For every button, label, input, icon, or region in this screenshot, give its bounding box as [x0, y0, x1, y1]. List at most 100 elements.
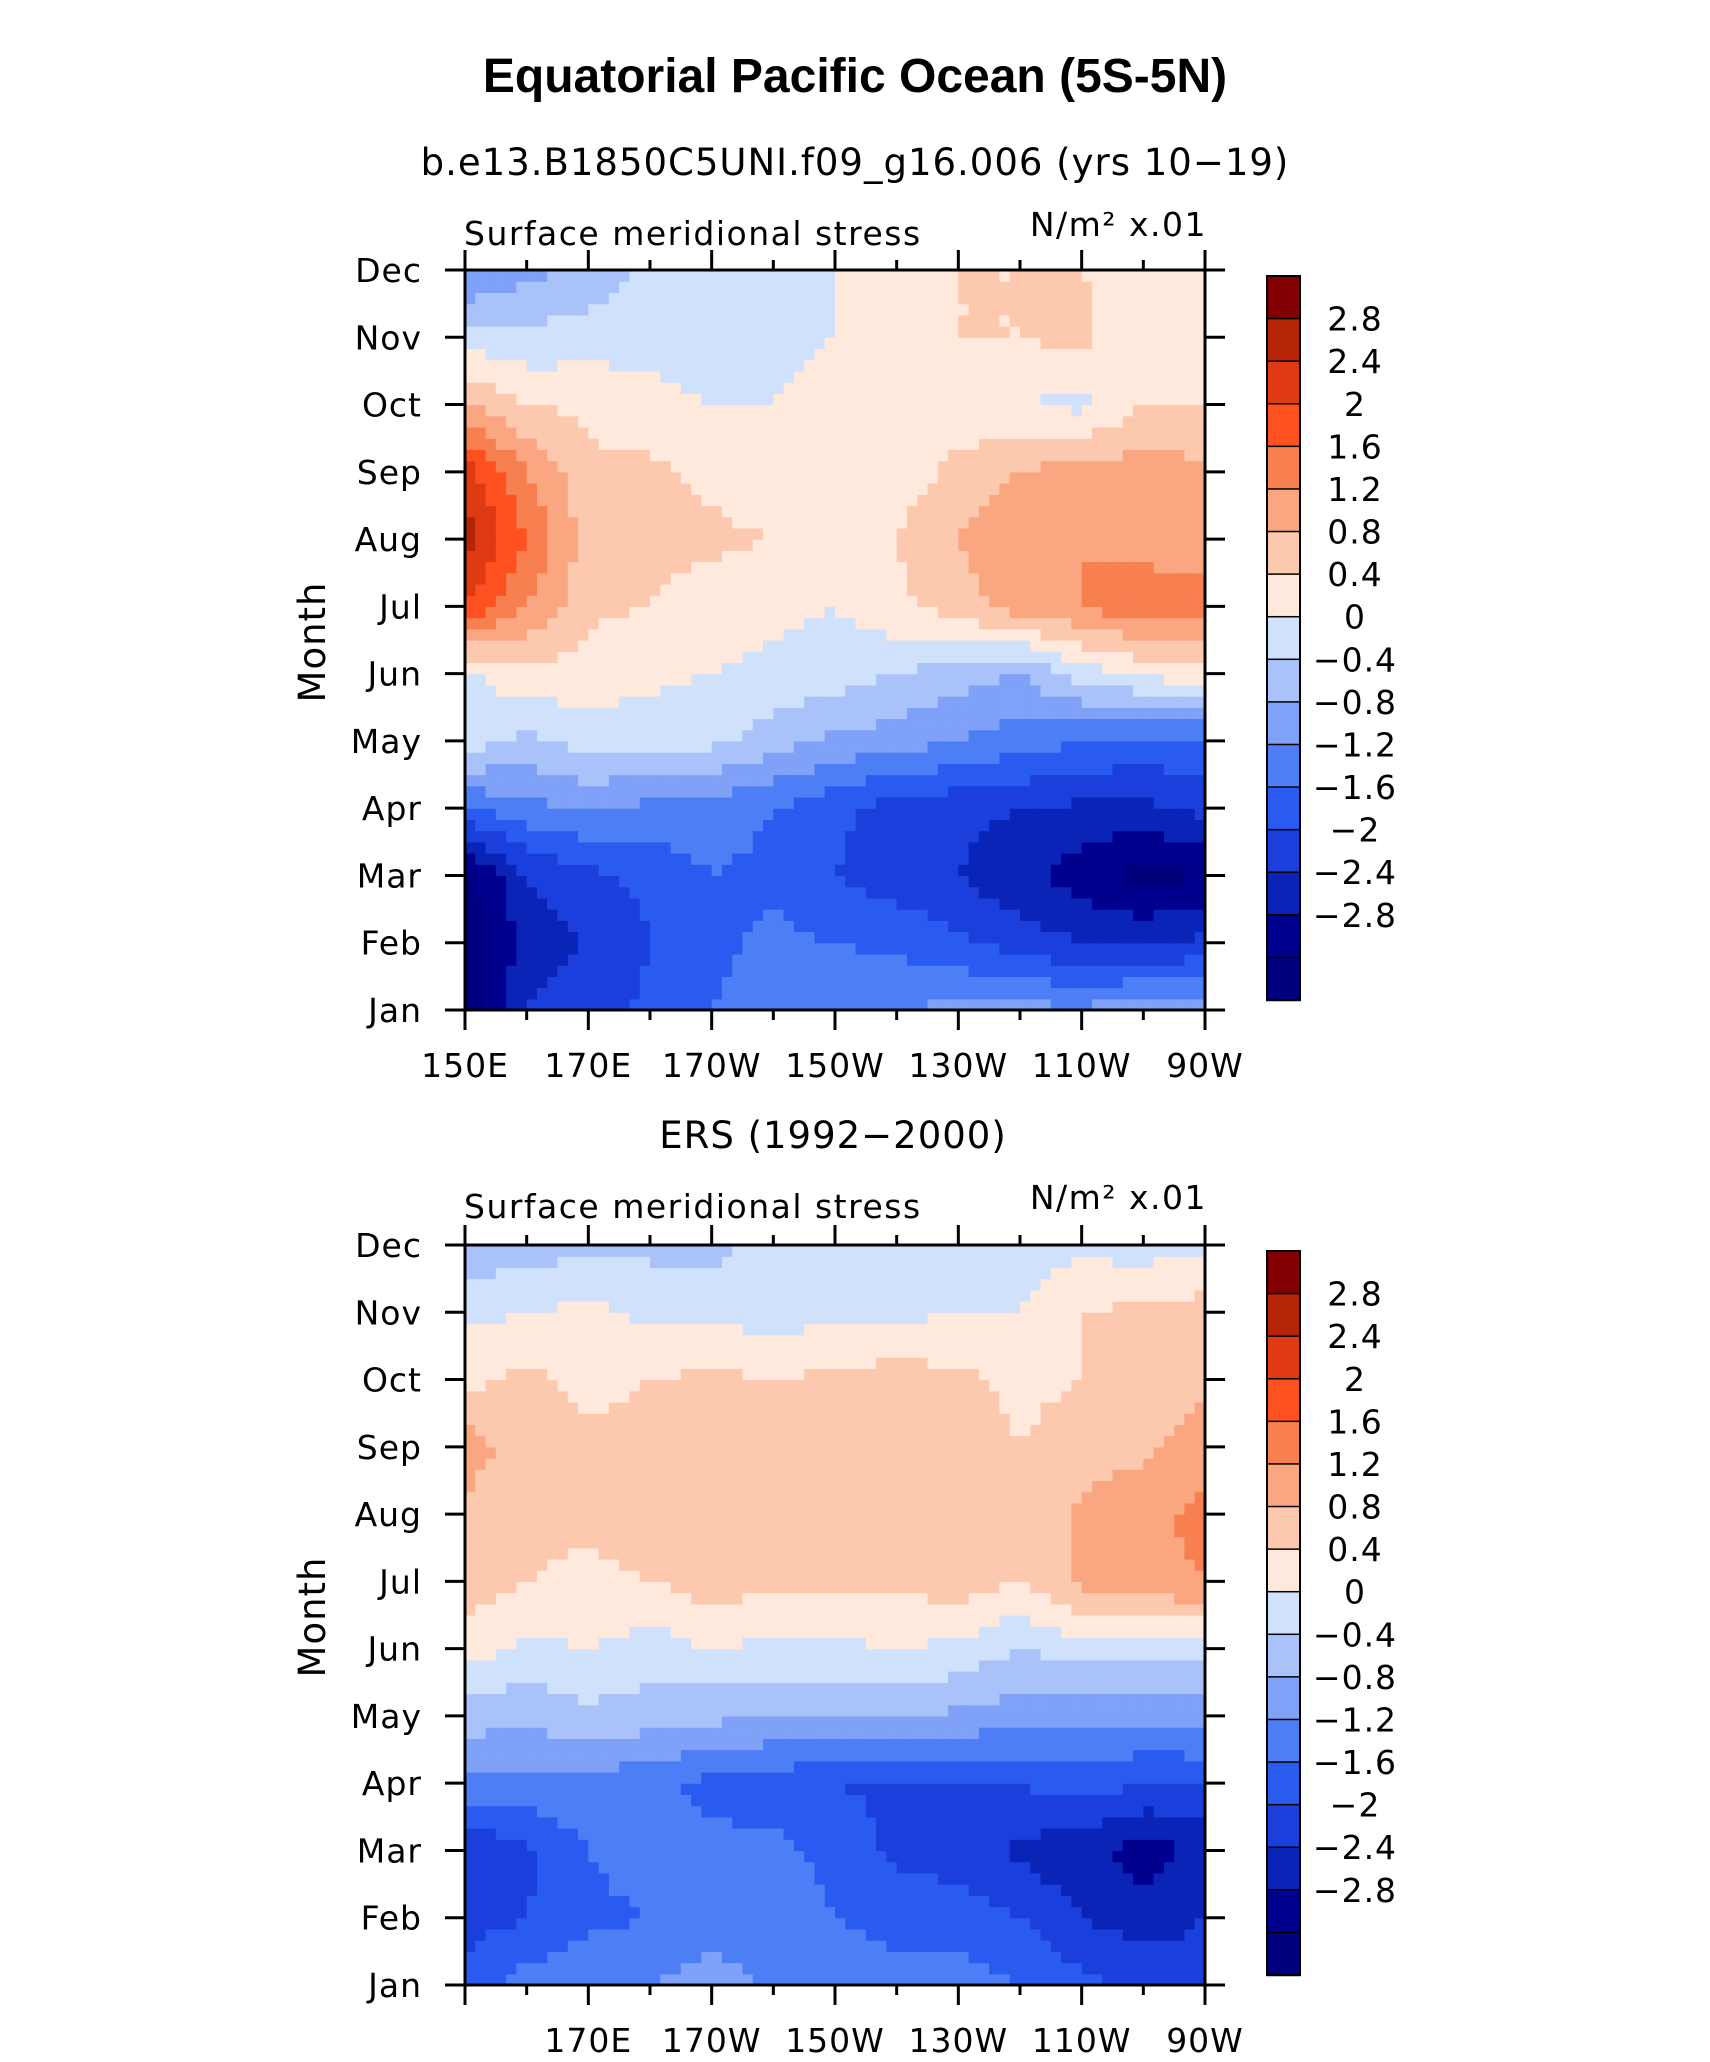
- heat-cell: [835, 718, 846, 731]
- heat-cell: [1091, 583, 1103, 596]
- heat-cell: [989, 326, 1001, 338]
- heat-cell: [1071, 651, 1083, 664]
- heat-cell: [1009, 740, 1021, 753]
- heat-cell: [516, 841, 528, 854]
- heat-cell: [495, 438, 507, 450]
- heat-cell: [557, 326, 569, 338]
- heat-cell: [629, 595, 641, 607]
- heat-cell: [1133, 292, 1144, 305]
- heat-cell: [1102, 460, 1114, 473]
- heat-cell: [1122, 953, 1134, 966]
- heat-cell: [917, 651, 929, 664]
- heat-cell: [814, 1962, 826, 1975]
- heat-cell: [1040, 314, 1052, 327]
- heat-cell: [1061, 382, 1072, 394]
- heat-cell: [660, 404, 672, 417]
- heat-cell: [588, 841, 600, 854]
- heat-cell: [557, 752, 569, 764]
- heat-cell: [588, 404, 600, 417]
- heat-cell: [608, 696, 620, 708]
- heat-cell: [588, 853, 600, 865]
- heat-cell: [619, 909, 631, 921]
- colorbar-box: [1266, 743, 1301, 789]
- heat-cell: [1030, 404, 1042, 417]
- heat-cell: [475, 326, 487, 338]
- heat-cell: [578, 740, 589, 753]
- heat-cell: [886, 270, 898, 282]
- heat-cell: [547, 438, 559, 450]
- heat-cell: [906, 998, 918, 1011]
- heat-cell: [865, 886, 877, 899]
- heat-cell: [495, 539, 507, 551]
- heat-cell: [804, 359, 816, 372]
- heat-cell: [876, 595, 887, 607]
- heat-cell: [845, 976, 857, 989]
- heat-cell: [814, 404, 826, 417]
- heat-cell: [1040, 875, 1052, 888]
- heat-cell: [567, 965, 579, 977]
- heat-cell: [608, 718, 620, 731]
- heat-cell: [598, 326, 610, 338]
- heat-cell: [804, 841, 816, 854]
- heat-cell: [670, 796, 682, 809]
- heat-cell: [598, 684, 610, 697]
- heat-cell: [557, 628, 569, 641]
- heat-cell: [701, 270, 713, 282]
- heat-cell: [886, 1962, 898, 1975]
- heat-cell: [814, 662, 826, 675]
- heat-cell: [1153, 662, 1165, 675]
- heat-cell: [1102, 841, 1114, 854]
- month-tick-label: Mar: [357, 856, 422, 895]
- heat-cell: [588, 830, 600, 843]
- heat-cell: [619, 953, 631, 966]
- heat-cell: [1143, 449, 1155, 462]
- heat-cell: [917, 471, 929, 484]
- heat-cell: [855, 326, 867, 338]
- heat-cell: [1153, 785, 1165, 798]
- heat-cell: [999, 617, 1011, 630]
- heat-cell: [1133, 426, 1144, 439]
- heat-cell: [1061, 897, 1072, 910]
- heat-cell: [711, 326, 723, 338]
- heat-cell: [999, 292, 1011, 305]
- heat-cell: [660, 718, 672, 731]
- heat-cell: [1184, 662, 1196, 675]
- heat-cell: [526, 785, 538, 798]
- heat-cell: [495, 841, 507, 854]
- heat-cell: [691, 270, 702, 282]
- heat-cell: [1163, 382, 1175, 394]
- heat-cell: [639, 987, 651, 1000]
- heat-cell: [1020, 640, 1031, 652]
- heat-cell: [927, 909, 939, 921]
- heat-cell: [1071, 404, 1083, 417]
- heat-cell: [701, 942, 713, 955]
- heat-cell: [1102, 561, 1114, 574]
- heat-cell: [1174, 359, 1186, 372]
- heat-cell: [1133, 337, 1144, 350]
- heat-cell: [948, 572, 959, 585]
- heat-cell: [1133, 696, 1144, 708]
- heat-cell: [1163, 774, 1175, 787]
- heat-cell: [1081, 830, 1093, 843]
- heat-cell: [1071, 763, 1083, 776]
- heat-cell: [1040, 292, 1052, 305]
- heat-cell: [763, 875, 774, 888]
- heat-cell: [485, 359, 497, 372]
- heat-cell: [680, 505, 692, 518]
- heat-cell: [650, 707, 661, 720]
- heat-cell: [906, 539, 918, 551]
- heat-cell: [1030, 550, 1042, 563]
- heat-cell: [783, 909, 795, 921]
- heat-cell: [670, 449, 682, 462]
- heat-cell: [968, 426, 980, 439]
- heat-cell: [752, 572, 764, 585]
- heat-cell: [1143, 740, 1155, 753]
- heat-cell: [567, 864, 579, 877]
- heat-cell: [865, 359, 877, 372]
- heat-cell: [968, 796, 980, 809]
- heat-cell: [588, 617, 600, 630]
- heat-cell: [1040, 752, 1052, 764]
- heat-cell: [526, 415, 538, 428]
- heat-cell: [608, 281, 620, 294]
- heat-cell: [1061, 438, 1072, 450]
